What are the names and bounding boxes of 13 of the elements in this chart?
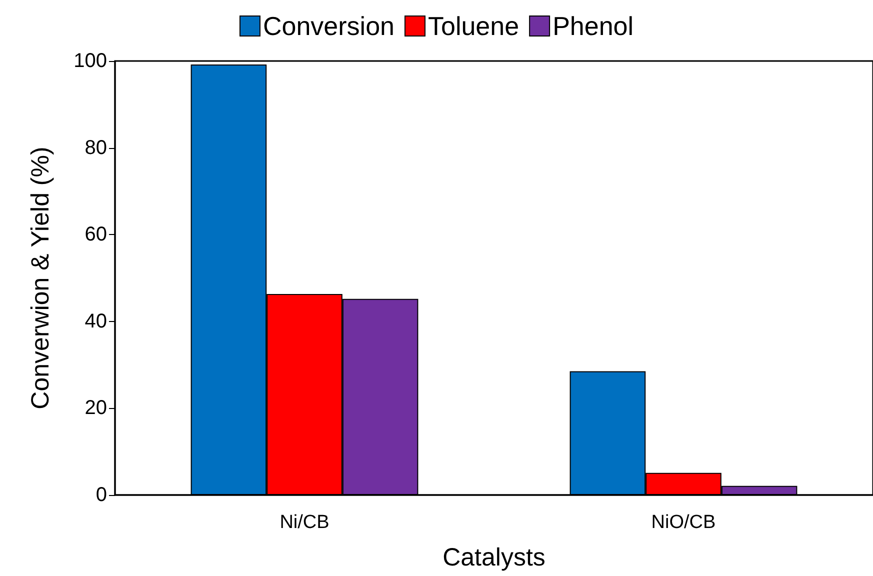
y-tick-label: 80 bbox=[84, 136, 107, 159]
y-tick-label: 20 bbox=[84, 397, 107, 420]
y-tick-label: 60 bbox=[84, 224, 107, 246]
legend-label: Phenol bbox=[552, 11, 634, 41]
y-axis-title: Converwion & Yield (%) bbox=[26, 146, 54, 410]
x-tick-label: NiO/CB bbox=[651, 512, 716, 533]
y-tick-label: 40 bbox=[84, 310, 107, 332]
legend-label: Conversion bbox=[262, 11, 394, 41]
x-tick-label: Ni/CB bbox=[280, 512, 330, 533]
y-tick-label: 0 bbox=[96, 484, 107, 506]
y-tick-label: 100 bbox=[74, 50, 107, 72]
x-axis-title: Catalysts bbox=[442, 544, 546, 572]
legend-label: Toluene bbox=[428, 11, 520, 41]
